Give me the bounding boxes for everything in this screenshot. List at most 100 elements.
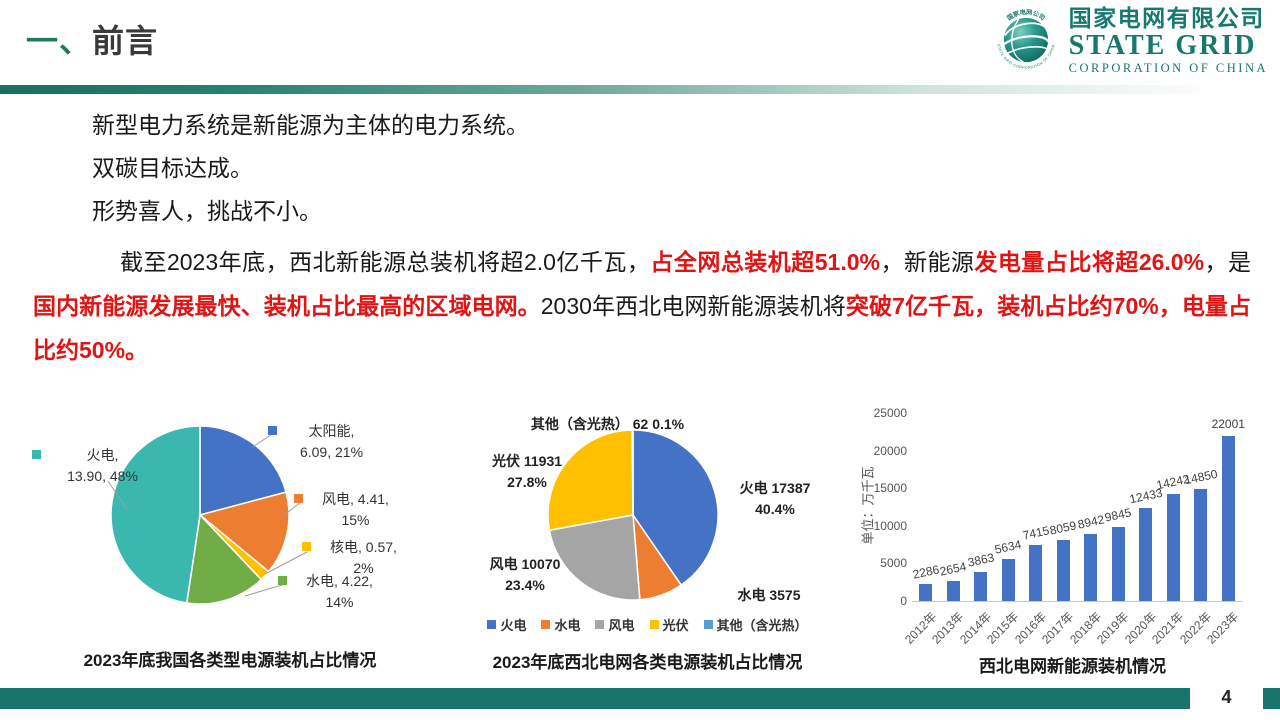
state-grid-globe-icon: 国家电网公司 STATE GRID CORPORATION OF CHINA <box>996 8 1055 70</box>
caption-northwest-pie: 2023年底西北电网各类电源装机占比情况 <box>492 653 803 672</box>
paragraph-3: 形势喜人，挑战不小。 <box>92 198 322 224</box>
paragraph-1: 新型电力系统是新能源为主体的电力系统。 <box>92 112 529 138</box>
pie-slice <box>185 513 263 605</box>
pie-slice <box>631 429 634 516</box>
pie-slice <box>548 514 641 601</box>
callout-hydro: 水电, 4.22, 14% <box>278 571 386 613</box>
legend-item: 水电 <box>541 615 580 634</box>
highlight-red-text: 突破7亿千瓦，装机占比约70%，电量占比约50%。 <box>33 293 1252 363</box>
globe-sphere <box>1003 18 1048 63</box>
bar-y-axis: 0 5000 10000 15000 20000 25000 <box>865 406 907 608</box>
bar <box>919 583 933 601</box>
section-title: 前言 <box>92 23 159 59</box>
section-number: 一、 <box>26 23 93 59</box>
bar-plot: 2286 2012年 2654 2013年 3863 2014年 5634 2015年 7415… <box>902 413 1245 647</box>
logo-company-en: STATE GRID <box>1068 30 1257 62</box>
solar-marker-icon <box>268 426 277 435</box>
bar-value-label: 14850 <box>1182 467 1219 488</box>
bar <box>1056 540 1070 601</box>
callout-thermal: 火电, 13.90, 48% <box>32 445 158 487</box>
pie-slice <box>198 491 290 573</box>
legend-label: 火电 <box>500 618 527 633</box>
legend-item: 火电 <box>487 615 526 634</box>
pie-slice <box>199 425 287 516</box>
highlight-red-text: 国内新能源发展最快、装机占比最高的区域电网。 <box>33 293 541 319</box>
pie-slice <box>110 425 201 604</box>
body-text-segment: 截至2023年底，西北新能源总装机将超2.0亿千瓦， <box>120 249 651 275</box>
body-text-segment: ，是 <box>1204 249 1252 275</box>
caption-bar-chart: 西北电网新能源装机情况 <box>979 657 1166 676</box>
bar <box>1139 507 1153 601</box>
highlight-red-text: 占全网总装机超51.0% <box>650 249 880 275</box>
legend-marker-icon <box>541 620 551 629</box>
legend-item: 其他（含光热） <box>703 615 808 634</box>
wind-marker-icon <box>294 494 303 503</box>
logo-company-sub: CORPORATION OF CHINA <box>1068 60 1268 75</box>
highlight-red-text: 发电量占比将超26.0% <box>974 249 1205 275</box>
y-tick-label: 20000 <box>873 443 907 458</box>
bar-value-label: 22001 <box>1211 416 1245 431</box>
bar-chart-new-energy: 单位：万千瓦 0 5000 10000 15000 20000 25000 2286 201… <box>855 398 1280 653</box>
pie-legend: 火电 水电 风电 光伏 其他（含光热） <box>445 615 850 634</box>
callout-solar: 太阳能, 6.09, 21% <box>268 421 380 463</box>
legend-label: 其他（含光热） <box>716 618 808 633</box>
legend-marker-icon <box>703 620 713 629</box>
bar <box>1221 435 1235 601</box>
y-tick-label: 15000 <box>873 481 907 496</box>
bar <box>1001 558 1015 601</box>
page-number: 4 <box>1221 687 1232 707</box>
callout-hydro2: 水电 3575 <box>737 587 801 603</box>
bar <box>1111 526 1125 601</box>
body-text: 新型电力系统是新能源为主体的电力系统。 双碳目标达成。 形势喜人，挑战不小。 截… <box>33 104 1251 372</box>
callout-pv: 光伏 11931 27.8% <box>491 453 563 490</box>
state-grid-logo: 国家电网公司 STATE GRID CORPORATION OF CHINA 国… <box>993 6 1268 75</box>
thermal-marker-icon <box>32 450 41 459</box>
paragraph-4: 截至2023年底，西北新能源总装机将超2.0亿千瓦，占全网总装机超51.0%，新… <box>33 240 1251 372</box>
y-tick-label: 10000 <box>873 518 907 533</box>
logo-wordmark: 国家电网有限公司 STATE GRID CORPORATION OF CHINA <box>1069 6 1268 75</box>
legend-label: 水电 <box>554 618 581 633</box>
pie-leader-lines <box>107 433 308 597</box>
pie-slice <box>547 429 634 532</box>
legend-marker-icon <box>487 620 497 629</box>
globe-lines <box>1002 18 1049 63</box>
footer-bar-right <box>1263 688 1280 709</box>
nuclear-marker-icon <box>302 542 311 551</box>
page-title: 一、前言 <box>26 16 158 62</box>
pie-chart-northwest-capacity: 其他（含光热） 62 0.1% 光伏 11931 27.8% 火电 17387 … <box>445 405 850 645</box>
y-tick-label: 0 <box>900 594 907 608</box>
y-tick-label: 25000 <box>873 406 907 420</box>
caption-national-pie: 2023年底我国各类型电源装机占比情况 <box>83 651 377 670</box>
legend-marker-icon <box>595 620 605 629</box>
bar <box>1029 545 1043 601</box>
bar <box>1084 533 1098 601</box>
pie-svg-northwest <box>547 429 719 601</box>
legend-item: 光伏 <box>649 615 689 634</box>
paragraph-2: 双碳目标达成。 <box>92 155 253 181</box>
legend-label: 风电 <box>608 618 635 633</box>
y-tick-label: 5000 <box>880 556 907 571</box>
pie-chart-national-capacity: 太阳能, 6.09, 21% 风电, 4.41, 15% 核电, 0.57, 2… <box>20 403 440 643</box>
body-text-segment: 2030年西北电网新能源装机将 <box>540 293 846 319</box>
body-text-segment: ，新能源 <box>879 249 975 275</box>
logo-company-cn: 国家电网有限公司 <box>1068 5 1265 31</box>
pie-svg-national <box>107 425 308 605</box>
bar <box>1194 489 1208 601</box>
pie-slice <box>632 429 719 587</box>
legend-label: 光伏 <box>662 618 689 633</box>
footer-bar-left <box>0 688 1190 709</box>
callout-other: 其他（含光热） 62 0.1% <box>530 416 685 432</box>
callout-nuclear: 核电, 0.57, 2% <box>302 537 410 579</box>
bar <box>1166 493 1180 601</box>
bar <box>974 571 988 601</box>
callout-wind: 风电, 4.41, 15% <box>294 489 402 531</box>
header-gradient-rule <box>0 85 1280 94</box>
hydro-marker-icon <box>278 576 287 585</box>
callout-wind2: 风电 10070 23.4% <box>489 556 561 593</box>
callout-thermal2: 火电 17387 40.4% <box>739 480 811 517</box>
bar <box>946 581 960 601</box>
bar-value-label: 9845 <box>1103 505 1133 525</box>
legend-marker-icon <box>649 620 659 629</box>
legend-item: 风电 <box>595 615 635 634</box>
